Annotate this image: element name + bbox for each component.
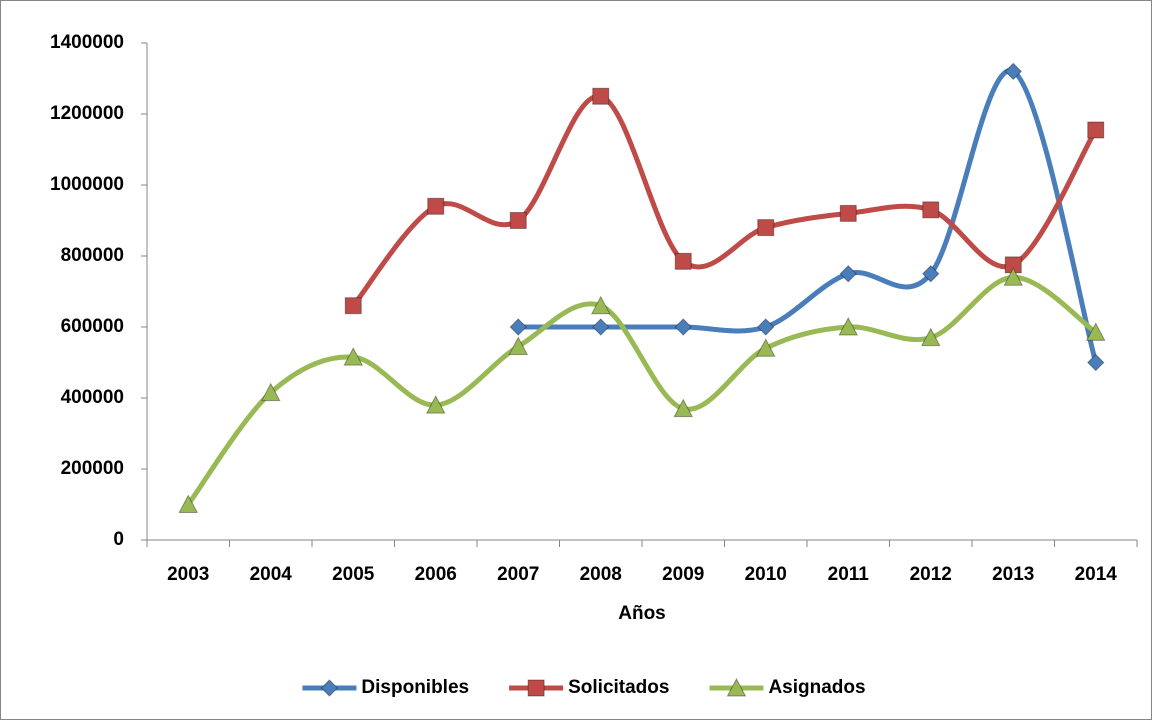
x-tick-label: 2007 <box>497 564 539 585</box>
marker <box>320 679 339 697</box>
marker <box>592 87 610 105</box>
marker <box>920 327 941 347</box>
marker <box>508 336 529 356</box>
x-tick-label: 2011 <box>828 564 870 585</box>
marker <box>590 295 611 315</box>
marker <box>673 398 694 418</box>
y-tick-label: 600000 <box>61 316 124 337</box>
legend-label: Asignados <box>768 677 865 698</box>
y-tick-label: 200000 <box>61 458 124 479</box>
marker <box>178 494 199 513</box>
x-tick-label: 2013 <box>992 564 1034 585</box>
marker <box>1085 322 1106 341</box>
marker <box>1087 121 1105 139</box>
y-tick-label: 0 <box>113 529 124 550</box>
legend-item: Disponibles <box>302 677 469 698</box>
marker <box>755 338 776 357</box>
marker <box>527 679 545 697</box>
marker <box>260 382 281 402</box>
legend-label: Disponibles <box>361 677 469 698</box>
marker <box>922 265 940 283</box>
marker <box>674 318 692 336</box>
legend-label: Solicitados <box>568 677 669 698</box>
marker <box>427 197 445 215</box>
y-tick-label: 1200000 <box>50 103 124 124</box>
legend: Disponibles Solicitados Asignados <box>302 677 866 698</box>
y-tick-label: 800000 <box>61 245 124 266</box>
series-line <box>515 68 1099 365</box>
x-tick-label: 2010 <box>745 564 787 585</box>
marker <box>839 265 857 283</box>
marker <box>1004 62 1022 81</box>
series-line <box>185 274 1099 507</box>
x-tick-label: 2008 <box>580 564 622 585</box>
marker <box>839 204 857 222</box>
series-line <box>350 93 1099 309</box>
legend-item: Asignados <box>709 677 866 698</box>
marker <box>1003 267 1024 286</box>
marker <box>509 318 527 336</box>
y-tick-label: 1400000 <box>50 32 124 53</box>
marker <box>757 219 775 237</box>
marker <box>425 395 446 414</box>
x-tick-label: 2005 <box>332 564 375 585</box>
x-tick-label: 2006 <box>415 564 457 585</box>
marker <box>922 201 940 219</box>
x-tick-label: 2003 <box>167 564 209 585</box>
marker <box>509 212 527 229</box>
marker <box>757 318 775 336</box>
y-tick-label: 1000000 <box>50 174 124 195</box>
marker <box>1087 353 1105 372</box>
legend-item: Solicitados <box>509 677 669 698</box>
marker <box>726 677 747 697</box>
x-tick-label: 2014 <box>1075 564 1118 585</box>
x-tick-label: 2012 <box>910 564 952 585</box>
marker <box>592 318 610 336</box>
marker <box>343 347 364 366</box>
marker <box>838 316 859 336</box>
marker <box>674 252 692 270</box>
x-tick-label: 2009 <box>662 564 704 585</box>
x-axis-label: Años <box>618 603 666 624</box>
marker <box>344 297 362 315</box>
y-tick-label: 400000 <box>61 387 124 408</box>
x-tick-label: 2004 <box>250 564 293 585</box>
